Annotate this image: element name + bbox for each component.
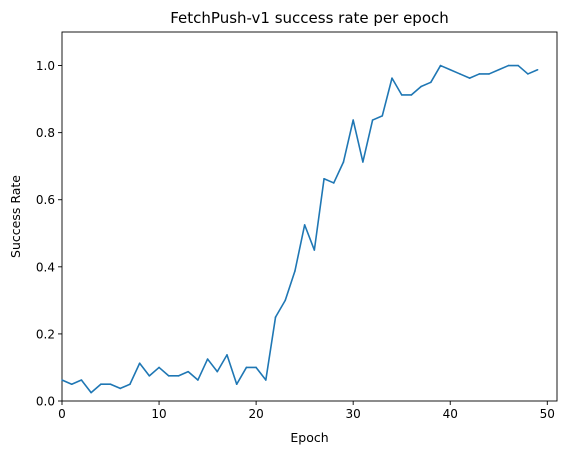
data-point xyxy=(138,362,141,365)
data-point xyxy=(70,383,73,386)
x-tick-label: 10 xyxy=(151,407,166,421)
data-point xyxy=(100,383,102,386)
data-point xyxy=(197,379,199,381)
data-point xyxy=(323,177,325,180)
y-tick-label: 0.0 xyxy=(36,395,55,409)
data-point xyxy=(303,224,306,226)
y-tick-label: 0.4 xyxy=(36,260,55,274)
x-tick-label: 50 xyxy=(540,407,555,421)
data-point xyxy=(352,119,354,121)
data-point xyxy=(294,270,296,272)
plot-area-frame xyxy=(61,31,558,402)
y-tick-label: 1.0 xyxy=(36,59,55,73)
data-point xyxy=(148,375,151,377)
data-point xyxy=(235,383,238,386)
data-point xyxy=(265,379,267,381)
data-point xyxy=(400,94,403,96)
data-point xyxy=(449,68,452,71)
data-point xyxy=(439,64,442,67)
data-point xyxy=(274,316,277,318)
y-axis: 0.0 0.2 0.4 0.6 0.8 1.0 xyxy=(36,59,62,409)
x-axis: 0 10 20 30 40 50 xyxy=(58,401,555,421)
y-tick-label: 0.6 xyxy=(36,193,55,207)
x-axis-label: Epoch xyxy=(290,430,328,445)
series-line xyxy=(61,64,538,394)
data-point xyxy=(80,379,83,381)
data-point xyxy=(129,383,131,386)
data-point xyxy=(187,370,189,373)
data-point xyxy=(430,81,432,84)
data-point xyxy=(61,379,63,381)
data-point xyxy=(420,85,422,88)
data-point xyxy=(488,73,490,75)
data-point xyxy=(167,375,170,377)
data-point xyxy=(313,249,316,251)
data-point xyxy=(371,119,374,121)
data-point xyxy=(90,391,92,394)
x-tick-label: 30 xyxy=(346,407,361,421)
data-point xyxy=(177,375,180,377)
data-point xyxy=(468,77,471,79)
y-tick-label: 0.8 xyxy=(36,126,55,140)
data-point xyxy=(517,64,519,67)
data-point xyxy=(362,161,364,163)
data-point xyxy=(459,73,461,75)
data-point xyxy=(158,366,160,369)
data-point xyxy=(255,366,257,369)
x-tick-label: 40 xyxy=(443,407,458,421)
data-point xyxy=(527,73,529,75)
data-point xyxy=(507,64,510,67)
data-point xyxy=(119,387,122,390)
data-point xyxy=(284,299,287,302)
y-tick-label: 0.2 xyxy=(36,327,55,341)
data-point xyxy=(226,354,228,356)
data-point xyxy=(381,115,384,117)
chart-title: FetchPush-v1 success rate per epoch xyxy=(170,9,449,27)
x-tick-label: 0 xyxy=(58,407,66,421)
data-point xyxy=(109,383,112,386)
series-points xyxy=(61,64,539,394)
x-tick-label: 20 xyxy=(248,407,263,421)
data-point xyxy=(216,370,219,373)
data-point xyxy=(332,182,335,184)
y-axis-label: Success Rate xyxy=(8,175,23,258)
data-point xyxy=(342,161,345,163)
data-point xyxy=(245,366,248,369)
data-point xyxy=(206,358,209,360)
data-point xyxy=(497,68,500,71)
data-point xyxy=(410,94,413,96)
data-point xyxy=(536,68,539,71)
data-point xyxy=(391,77,393,79)
data-point xyxy=(478,73,481,75)
